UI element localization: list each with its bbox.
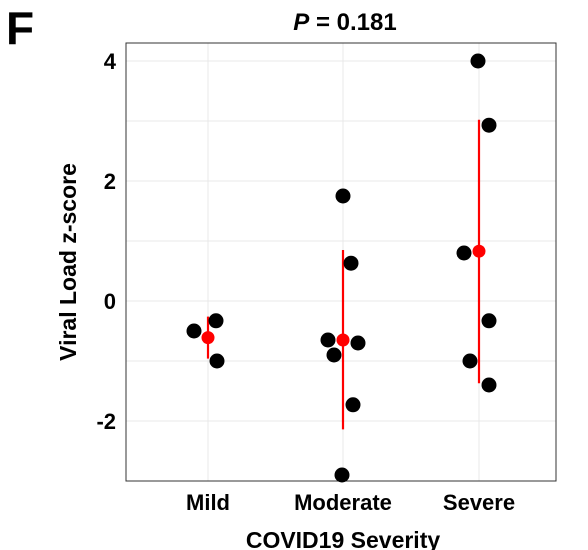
data-point — [481, 313, 497, 329]
y-tick-label: 4 — [104, 49, 117, 74]
title-p-value: = 0.181 — [309, 9, 396, 36]
data-point — [462, 353, 478, 369]
y-axis-title: Viral Load z-score — [55, 163, 81, 361]
x-axis-title: COVID19 Severity — [246, 527, 441, 550]
data-point — [350, 335, 366, 351]
mean-point — [336, 333, 350, 347]
mean-point — [201, 331, 215, 345]
data-points — [186, 53, 497, 483]
data-point — [470, 53, 486, 69]
x-tick-label: Moderate — [294, 490, 392, 515]
data-point — [326, 347, 342, 363]
grid-lines — [126, 43, 556, 481]
data-point — [186, 323, 202, 339]
data-point — [209, 353, 225, 369]
data-point — [481, 117, 497, 133]
data-point — [208, 313, 224, 329]
data-point — [345, 397, 361, 413]
x-tick-label: Severe — [443, 490, 515, 515]
x-tick-label: Mild — [186, 490, 230, 515]
data-point — [335, 188, 351, 204]
y-tick-label: 0 — [104, 289, 116, 314]
chart-title: P = 0.181 — [293, 9, 396, 36]
plot-panel — [125, 42, 557, 482]
y-tick-label: -2 — [96, 409, 116, 434]
data-point — [320, 332, 336, 348]
mean-point — [472, 244, 486, 258]
data-point — [456, 245, 472, 261]
data-point — [481, 377, 497, 393]
data-point — [343, 255, 359, 271]
panel-label: F — [6, 2, 34, 54]
y-tick-labels: -2 0 2 4 — [96, 49, 116, 434]
y-tick-label: 2 — [104, 169, 116, 194]
x-tick-labels: Mild Moderate Severe — [186, 490, 515, 515]
title-p-italic: P — [293, 9, 310, 36]
data-point — [334, 467, 350, 483]
